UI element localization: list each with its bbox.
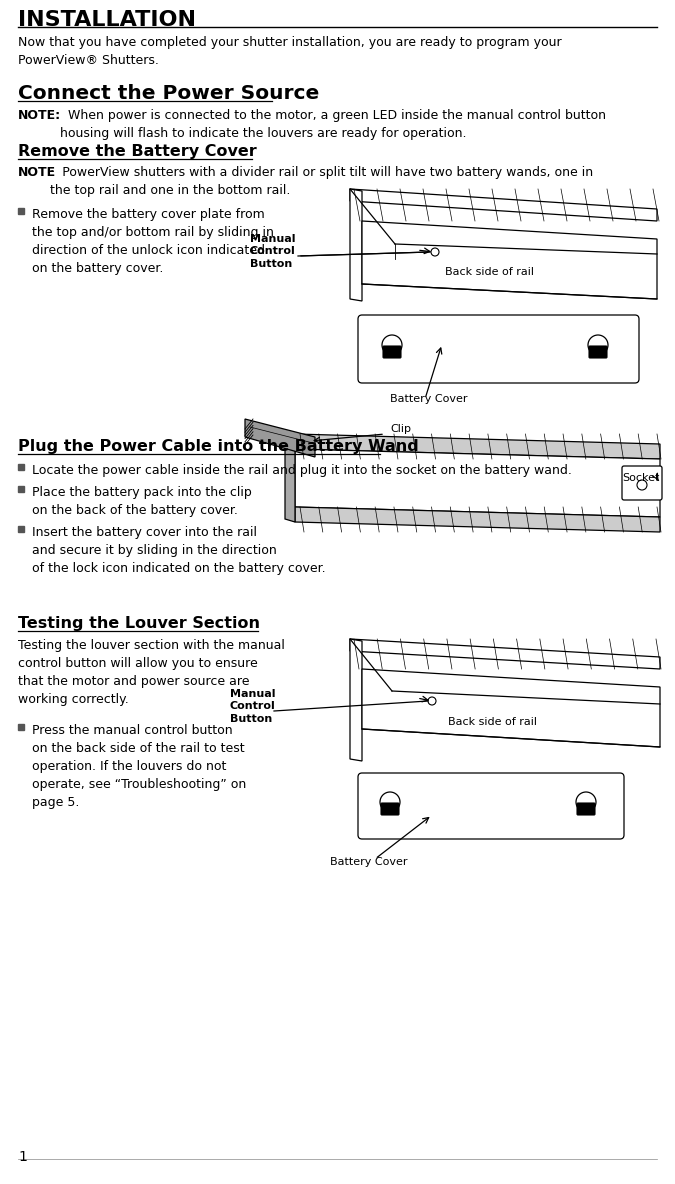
Text: When power is connected to the motor, a green LED inside the manual control butt: When power is connected to the motor, a … bbox=[60, 109, 606, 140]
FancyBboxPatch shape bbox=[383, 346, 401, 358]
Text: Battery Cover: Battery Cover bbox=[390, 394, 468, 404]
Text: Remove the battery cover plate from
the top and/or bottom rail by sliding in
dir: Remove the battery cover plate from the … bbox=[32, 208, 274, 275]
Text: Locate the power cable inside the rail and plug it into the socket on the batter: Locate the power cable inside the rail a… bbox=[32, 464, 572, 477]
Text: Press the manual control button
on the back side of the rail to test
operation. : Press the manual control button on the b… bbox=[32, 723, 246, 809]
FancyBboxPatch shape bbox=[358, 773, 624, 839]
Polygon shape bbox=[295, 435, 660, 459]
Text: Testing the louver section with the manual
control button will allow you to ensu: Testing the louver section with the manu… bbox=[18, 639, 285, 706]
Text: Battery Cover: Battery Cover bbox=[330, 857, 408, 867]
Polygon shape bbox=[285, 431, 295, 522]
Bar bbox=[18, 723, 24, 731]
Text: Clip: Clip bbox=[390, 424, 411, 435]
Text: Socket: Socket bbox=[622, 472, 660, 483]
Text: Now that you have completed your shutter installation, you are ready to program : Now that you have completed your shutter… bbox=[18, 36, 562, 67]
Text: Testing the Louver Section: Testing the Louver Section bbox=[18, 616, 260, 631]
Polygon shape bbox=[295, 507, 660, 532]
Polygon shape bbox=[350, 189, 362, 301]
Text: INSTALLATION: INSTALLATION bbox=[18, 9, 196, 30]
Text: Manual
Control
Button: Manual Control Button bbox=[250, 234, 296, 269]
Text: NOTE:: NOTE: bbox=[18, 109, 61, 122]
Polygon shape bbox=[362, 669, 660, 747]
Text: Back side of rail: Back side of rail bbox=[445, 268, 534, 277]
FancyBboxPatch shape bbox=[622, 466, 662, 500]
Polygon shape bbox=[295, 449, 660, 517]
Polygon shape bbox=[245, 419, 315, 457]
Text: :  PowerView shutters with a divider rail or split tilt will have two battery wa: : PowerView shutters with a divider rail… bbox=[50, 166, 593, 197]
FancyBboxPatch shape bbox=[381, 803, 399, 815]
Text: Back side of rail: Back side of rail bbox=[448, 718, 537, 727]
FancyBboxPatch shape bbox=[589, 346, 607, 358]
Polygon shape bbox=[350, 639, 362, 761]
Bar bbox=[18, 485, 24, 493]
Bar bbox=[18, 464, 24, 470]
Text: Connect the Power Source: Connect the Power Source bbox=[18, 84, 319, 103]
Bar bbox=[18, 526, 24, 532]
Polygon shape bbox=[362, 221, 657, 300]
Text: 1: 1 bbox=[18, 1150, 27, 1164]
Text: Remove the Battery Cover: Remove the Battery Cover bbox=[18, 144, 256, 159]
Text: Manual
Control
Button: Manual Control Button bbox=[230, 689, 276, 723]
Polygon shape bbox=[350, 639, 660, 669]
Text: Insert the battery cover into the rail
and secure it by sliding in the direction: Insert the battery cover into the rail a… bbox=[32, 526, 325, 575]
Polygon shape bbox=[350, 189, 657, 221]
FancyBboxPatch shape bbox=[358, 315, 639, 382]
Text: Plug the Power Cable into the Battery Wand: Plug the Power Cable into the Battery Wa… bbox=[18, 439, 418, 453]
Text: NOTE: NOTE bbox=[18, 166, 56, 179]
FancyBboxPatch shape bbox=[577, 803, 595, 815]
Text: Place the battery pack into the clip
on the back of the battery cover.: Place the battery pack into the clip on … bbox=[32, 485, 252, 517]
Bar bbox=[18, 208, 24, 214]
